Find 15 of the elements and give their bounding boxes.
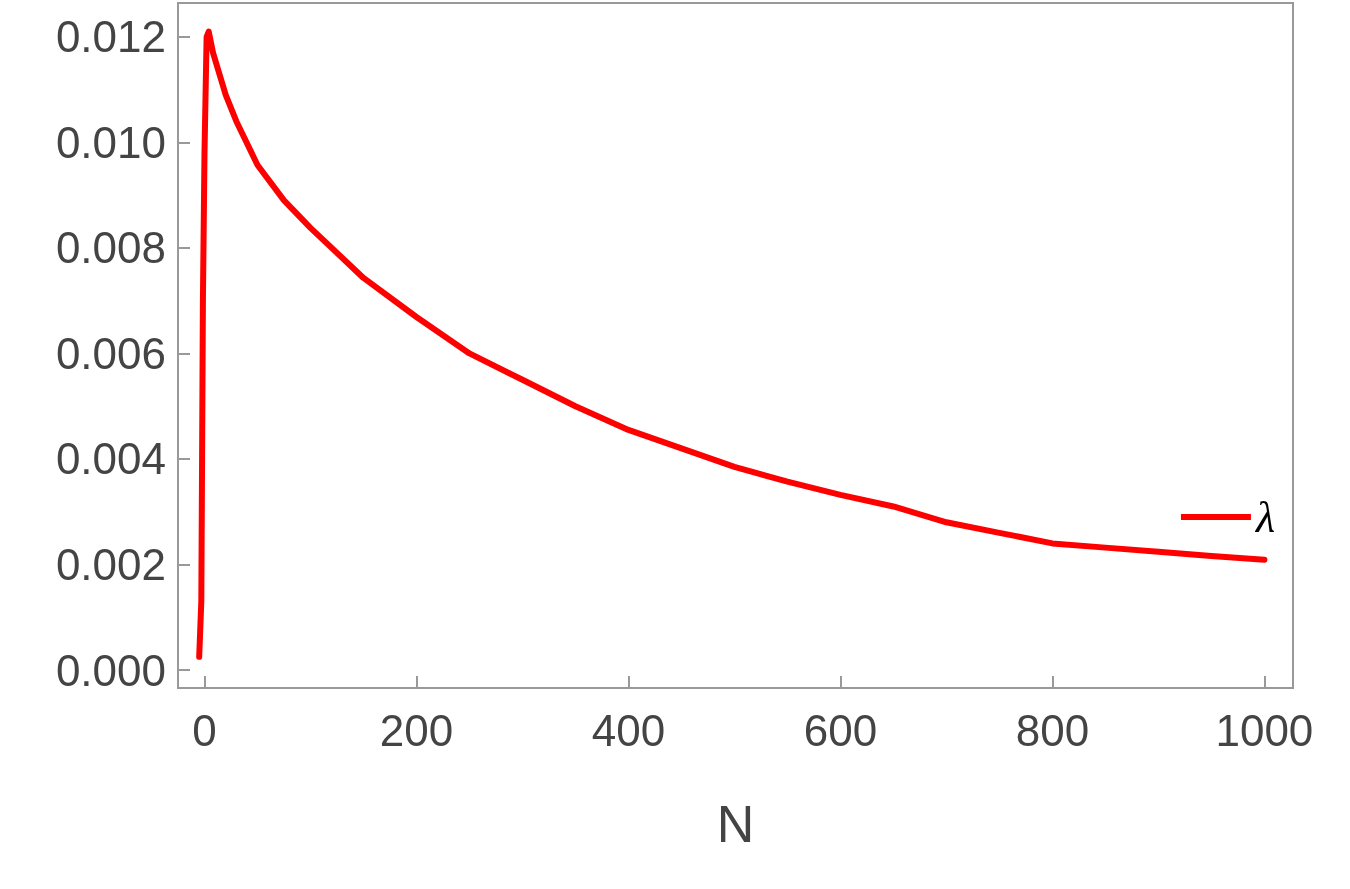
y-tick-label: 0.012 bbox=[55, 12, 166, 62]
y-tick-label: 0.008 bbox=[55, 223, 166, 273]
legend-label: λ bbox=[1253, 492, 1276, 542]
x-tick-label: 600 bbox=[803, 705, 878, 755]
x-tick-label: 800 bbox=[1015, 705, 1090, 755]
y-tick-label: 0.002 bbox=[55, 540, 166, 590]
x-axis-title: N bbox=[716, 795, 755, 853]
y-tick-label: 0.004 bbox=[55, 434, 166, 484]
y-tick-label: 0.000 bbox=[55, 645, 166, 695]
x-tick-label: 400 bbox=[591, 705, 666, 755]
y-tick-label: 0.006 bbox=[55, 328, 166, 378]
x-tick-label: 200 bbox=[379, 705, 454, 755]
x-tick-label: 0 bbox=[192, 705, 217, 755]
y-tick-label: 0.010 bbox=[55, 117, 166, 167]
x-tick-label: 1000 bbox=[1215, 705, 1314, 755]
